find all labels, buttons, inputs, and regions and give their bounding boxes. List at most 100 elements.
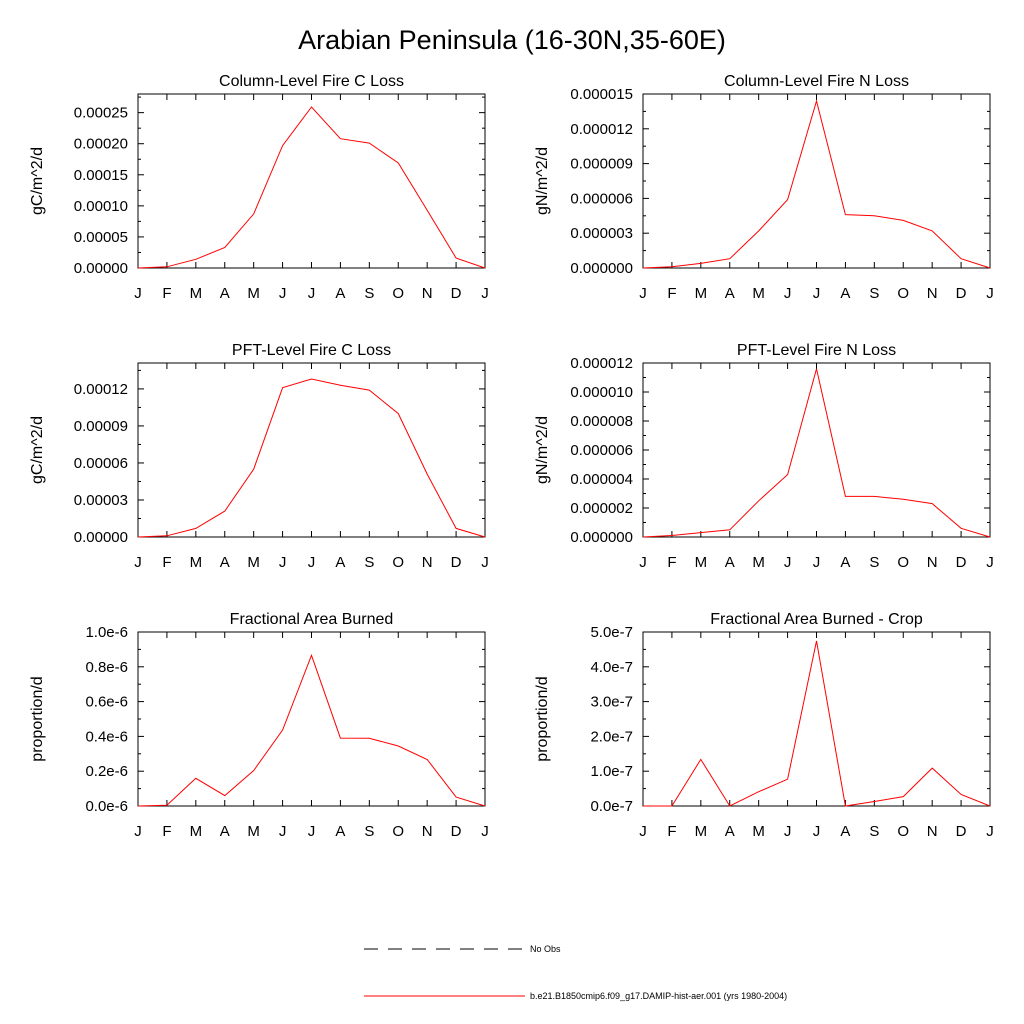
y-tick-label: 0.00006 (74, 455, 128, 472)
x-tick-label: S (869, 285, 879, 302)
x-tick-label: F (162, 823, 171, 840)
y-tick-label: 0.000010 (570, 384, 633, 401)
x-tick-label: D (451, 554, 462, 571)
x-tick-label: J (134, 823, 142, 840)
x-tick-label: A (335, 823, 345, 840)
y-tick-label: 0.00009 (74, 418, 128, 435)
x-tick-label: D (451, 285, 462, 302)
plot-frame (642, 362, 991, 538)
y-tick-label: 0.000000 (570, 529, 633, 546)
x-tick-label: J (986, 554, 994, 571)
series-line (137, 378, 486, 538)
series-line (643, 640, 991, 807)
y-tick-label: 0.0e-6 (85, 798, 128, 815)
x-tick-label: J (813, 285, 821, 302)
x-tick-label: N (927, 554, 938, 571)
series-line (137, 106, 486, 269)
y-tick-label: 0.000006 (570, 190, 633, 207)
y-tick-label: 2.0e-7 (590, 728, 633, 745)
y-axis-label: gC/m^2/d (29, 147, 46, 215)
panel-title: Column-Level Fire C Loss (219, 73, 404, 90)
x-tick-label: J (279, 554, 287, 571)
y-axis-label: gC/m^2/d (29, 416, 46, 484)
x-tick-label: J (639, 823, 647, 840)
x-tick-label: D (451, 823, 462, 840)
x-tick-label: M (190, 285, 203, 302)
y-tick-label: 0.000000 (570, 260, 633, 277)
y-tick-label: 0.2e-6 (85, 763, 128, 780)
y-tick-label: 0.000012 (570, 121, 633, 138)
x-tick-label: D (956, 285, 967, 302)
y-tick-label: 0.00000 (74, 529, 128, 546)
panel-title: Fractional Area Burned - Crop (710, 611, 923, 628)
main-title: Arabian Peninsula (16-30N,35-60E) (298, 25, 726, 55)
x-tick-label: J (308, 285, 316, 302)
x-tick-label: J (279, 823, 287, 840)
panel-title: Fractional Area Burned (230, 611, 394, 628)
y-tick-label: 0.000015 (570, 86, 633, 103)
legend-label-model: b.e21.B1850cmip6.f09_g17.DAMIP-hist-aer.… (530, 991, 787, 1001)
y-tick-label: 0.000008 (570, 413, 633, 430)
x-tick-label: M (190, 554, 203, 571)
x-tick-label: N (422, 554, 433, 571)
x-tick-label: J (279, 285, 287, 302)
x-tick-label: J (308, 823, 316, 840)
y-tick-label: 0.00005 (74, 229, 128, 246)
y-tick-label: 0.6e-6 (85, 694, 128, 711)
y-axis-label: proportion/d (29, 676, 46, 761)
y-axis-label: proportion/d (534, 676, 551, 761)
y-tick-label: 0.00025 (74, 105, 128, 122)
x-tick-label: A (335, 285, 345, 302)
x-tick-label: S (364, 285, 374, 302)
x-tick-label: J (813, 554, 821, 571)
x-tick-label: N (927, 823, 938, 840)
y-tick-label: 1.0e-6 (85, 624, 128, 641)
y-tick-label: 0.000006 (570, 442, 633, 459)
x-tick-label: J (308, 554, 316, 571)
x-tick-label: F (162, 285, 171, 302)
x-tick-label: F (667, 554, 676, 571)
plot-frame (642, 631, 991, 807)
x-tick-label: J (134, 285, 142, 302)
panel-title: PFT-Level Fire N Loss (737, 342, 896, 359)
x-tick-label: A (335, 554, 345, 571)
plot-frame (137, 631, 486, 807)
series-line (642, 368, 991, 538)
y-tick-label: 0.00012 (74, 381, 128, 398)
x-tick-label: S (364, 823, 374, 840)
series-line (642, 99, 991, 269)
x-tick-label: S (364, 554, 374, 571)
x-tick-label: M (247, 554, 260, 571)
y-axis-label: gN/m^2/d (534, 416, 551, 484)
plot-frame (137, 93, 486, 269)
y-axis-label: gN/m^2/d (534, 147, 551, 215)
y-tick-label: 0.00010 (74, 198, 128, 215)
x-tick-label: S (869, 554, 879, 571)
x-tick-label: J (481, 554, 489, 571)
y-tick-label: 0.00015 (74, 167, 128, 184)
x-tick-label: S (869, 823, 879, 840)
x-tick-label: A (840, 285, 850, 302)
x-tick-label: M (752, 554, 765, 571)
x-tick-label: J (481, 285, 489, 302)
series-line (137, 653, 486, 807)
x-tick-label: A (725, 554, 735, 571)
y-tick-label: 0.00000 (74, 260, 128, 277)
x-tick-label: M (247, 823, 260, 840)
plot-frame (137, 362, 486, 538)
x-tick-label: A (725, 823, 735, 840)
x-tick-label: J (639, 554, 647, 571)
y-tick-label: 0.4e-6 (85, 728, 128, 745)
x-tick-label: O (392, 554, 404, 571)
x-tick-label: J (986, 285, 994, 302)
x-tick-label: A (220, 285, 230, 302)
y-tick-label: 0.000009 (570, 156, 633, 173)
x-tick-label: J (481, 823, 489, 840)
